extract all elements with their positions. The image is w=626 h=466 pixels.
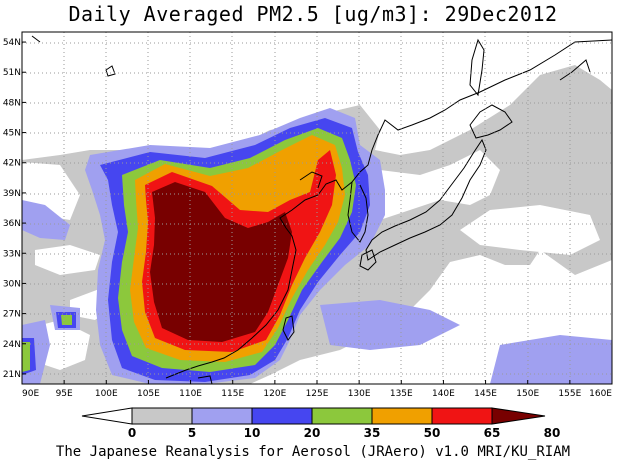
- lat-tick-label: 42N: [3, 159, 21, 169]
- contour-10-20: [490, 335, 612, 384]
- contour-35-50: [22, 342, 30, 372]
- colorbar-segment: [311, 407, 373, 425]
- clean-air-patch: [35, 245, 100, 275]
- contour-10-20: [22, 200, 70, 240]
- colorbar-label: 50: [424, 426, 441, 440]
- graticule: [22, 32, 612, 384]
- contour-35-50: [61, 315, 72, 325]
- lat-tick-label: 48N: [3, 98, 21, 108]
- lat-tick-label: 30N: [3, 279, 21, 289]
- lon-tick-label: 110E: [179, 389, 202, 399]
- contour-10-20: [320, 300, 460, 350]
- coastline-kamchatka: [559, 59, 591, 81]
- lon-tick-label: 90E: [22, 389, 39, 399]
- lat-tick-label: 54N: [3, 38, 21, 48]
- map-title: Daily Averaged PM2.5 [ug/m3]: 29Dec2012: [68, 2, 558, 26]
- colorbar: 0 5 10 20 35 50 65 80: [81, 407, 561, 440]
- colorbar-segment: [81, 407, 133, 425]
- lat-tick-label: 51N: [3, 68, 21, 78]
- coastline-bohai: [299, 171, 323, 189]
- colorbar-segment: [131, 407, 193, 425]
- colorbar-label: 35: [364, 426, 381, 440]
- colorbar-label: 80: [544, 426, 561, 440]
- contour-80-plus: [150, 182, 292, 342]
- lon-tick-label: 100E: [95, 389, 118, 399]
- lon-tick-label: 130E: [348, 389, 371, 399]
- colorbar-label: 0: [128, 426, 136, 440]
- colorbar-label: 65: [484, 426, 501, 440]
- lon-tick-label: 145E: [474, 389, 497, 399]
- lat-tick-label: 39N: [3, 189, 21, 199]
- latitude-axis: 21N 24N 27N 30N 33N 36N 39N 42N 45N 48N 51N 54N: [3, 38, 26, 380]
- colorbar-label: 5: [188, 426, 196, 440]
- lon-tick-label: 155E: [558, 389, 581, 399]
- lat-tick-label: 36N: [3, 219, 21, 229]
- lon-tick-label: 150E: [516, 389, 539, 399]
- lon-tick-label: 120E: [263, 389, 286, 399]
- colorbar-segment: [371, 407, 433, 425]
- colorbar-segment: [491, 407, 546, 425]
- lat-tick-label: 33N: [3, 249, 21, 259]
- lake: [105, 65, 116, 77]
- lon-tick-label: 140E: [432, 389, 455, 399]
- colorbar-label: 10: [244, 426, 261, 440]
- coastline-kyushu: [359, 249, 377, 271]
- longitude-axis: 90E 95E 100E 105E 110E 115E 120E 125E 130E 135E 14…: [21, 380, 613, 399]
- coastline-taiwan: [282, 315, 295, 341]
- coastline-sakhalin: [469, 38, 485, 97]
- coastline-hainan: [197, 375, 213, 385]
- colorbar-segment: [431, 407, 493, 425]
- footer-credit: The Japanese Reanalysis for Aerosol (JRA…: [55, 444, 571, 460]
- lat-tick-label: 21N: [3, 370, 21, 380]
- lon-tick-label: 95E: [56, 389, 73, 399]
- lat-tick-label: 45N: [3, 129, 21, 139]
- colorbar-segment: [251, 407, 313, 425]
- lat-tick-label: 24N: [3, 340, 21, 350]
- coastline-fragment: [31, 35, 41, 43]
- colorbar-segment: [191, 407, 253, 425]
- lon-tick-label: 160E: [589, 389, 612, 399]
- coastline-japan-honshu: [365, 138, 487, 261]
- colorbar-label: 20: [304, 426, 321, 440]
- coastline-japan-hokkaido: [469, 104, 513, 139]
- lon-tick-label: 135E: [390, 389, 413, 399]
- lon-tick-label: 115E: [221, 389, 244, 399]
- lon-tick-label: 105E: [137, 389, 160, 399]
- clean-air-patch: [460, 205, 600, 255]
- lon-tick-label: 125E: [306, 389, 329, 399]
- lat-tick-label: 27N: [3, 310, 21, 320]
- coastline-korea: [347, 181, 369, 243]
